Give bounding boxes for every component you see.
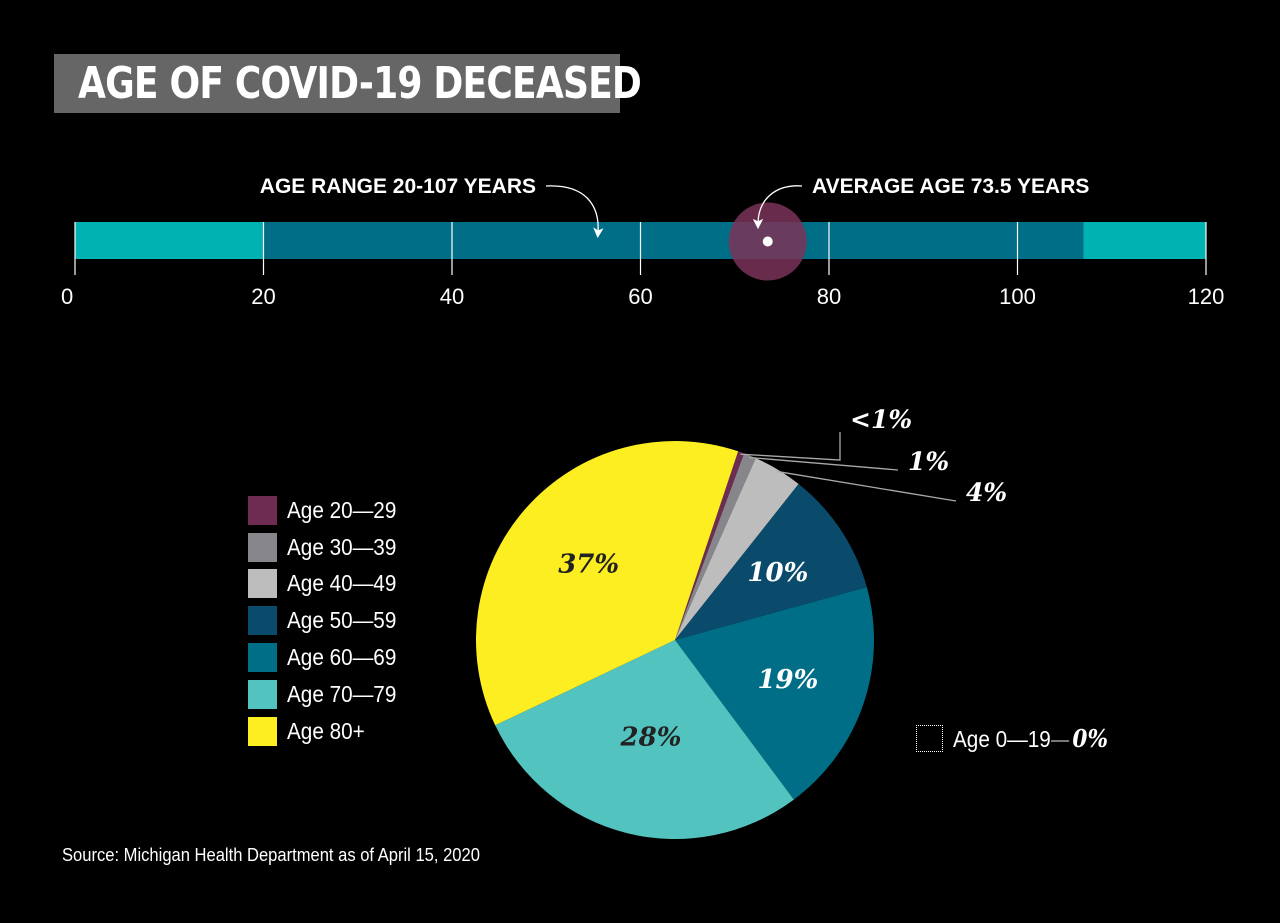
pie-slice	[675, 458, 799, 640]
tick-label: 100	[999, 284, 1036, 309]
legend-label: Age 80+	[287, 717, 365, 744]
pie-leader-label: 1%	[908, 447, 949, 476]
legend-item: Age 20—29	[248, 492, 408, 529]
legend-label: Age 60—69	[287, 644, 397, 671]
pie-data-label: 10%	[747, 558, 808, 588]
pie-data-label: 37%	[558, 549, 619, 579]
pie-leader-label: <1%	[850, 405, 912, 434]
pie-legend: Age 20—29 Age 30—39 Age 40—49 Age 50—59 Age …	[248, 492, 408, 750]
tick-label: 80	[817, 284, 841, 309]
legend-swatch	[248, 532, 277, 562]
pie-slice	[675, 484, 867, 640]
zero-note-dash	[1050, 739, 1069, 742]
legend-label: Age 50—59	[287, 607, 397, 634]
tick-label: 20	[251, 284, 275, 309]
pie-chart: 10% 19% 28% 37% <1% 1% 4%	[476, 405, 1007, 839]
legend-swatch	[248, 679, 277, 709]
legend-item: Age 60—69	[248, 639, 408, 676]
pie-slice	[675, 451, 745, 640]
pie-data-label: 19%	[757, 665, 818, 695]
zero-note: Age 0—19 0%	[916, 724, 1125, 753]
leader-line	[749, 456, 899, 471]
legend-swatch	[248, 495, 277, 525]
average-annotation-arrow	[752, 185, 803, 230]
zero-note-swatch	[916, 725, 943, 752]
tick-label: 120	[1188, 284, 1225, 309]
bar-age-range	[263, 222, 1084, 259]
legend-swatch	[248, 606, 277, 636]
tick-label: 0	[61, 284, 73, 309]
pie-slice	[675, 453, 756, 640]
leader-line	[740, 432, 841, 461]
leader-line	[776, 470, 957, 502]
zero-note-text: Age 0—19	[953, 726, 1051, 752]
legend-label: Age 70—79	[287, 680, 397, 707]
legend-item: Age 30—39	[248, 529, 408, 566]
zero-note-value: 0%	[1072, 724, 1108, 753]
legend-item: Age 80+	[248, 713, 408, 750]
legend-swatch	[248, 716, 277, 746]
range-annotation: AGE RANGE 20-107 YEARS	[260, 175, 536, 198]
pie-slice	[675, 587, 875, 800]
range-annotation-arrow	[545, 185, 604, 239]
legend-item: Age 70—79	[248, 676, 408, 713]
legend-label: Age 20—29	[287, 496, 397, 523]
average-marker-dot	[762, 236, 773, 247]
legend-swatch	[248, 643, 277, 673]
range-bar-chart: 0 20 40 60 80 100 120 AGE RANGE 20-107 YEARS AVE…	[61, 175, 1224, 309]
legend-swatch	[248, 569, 277, 599]
average-annotation: AVERAGE AGE 73.5 YEARS	[812, 175, 1089, 198]
title-box: AGE OF COVID-19 DECEASED	[54, 54, 642, 113]
legend-item: Age 40—49	[248, 566, 408, 603]
legend-label: Age 30—39	[287, 533, 397, 560]
pie-slice	[476, 441, 739, 726]
pie-data-label: 28%	[620, 723, 682, 753]
pie-slice	[495, 640, 794, 839]
tick-label: 40	[440, 284, 464, 309]
legend-item: Age 50—59	[248, 602, 408, 639]
legend-label: Age 40—49	[287, 570, 397, 597]
zero-note-label: Age 0—19 0%	[953, 724, 1108, 753]
chart-title: AGE OF COVID-19 DECEASED	[78, 58, 642, 109]
source-note: Source: Michigan Health Department as of…	[62, 845, 480, 865]
pie-leader-label: 4%	[966, 478, 1007, 507]
tick-label: 60	[628, 284, 652, 309]
